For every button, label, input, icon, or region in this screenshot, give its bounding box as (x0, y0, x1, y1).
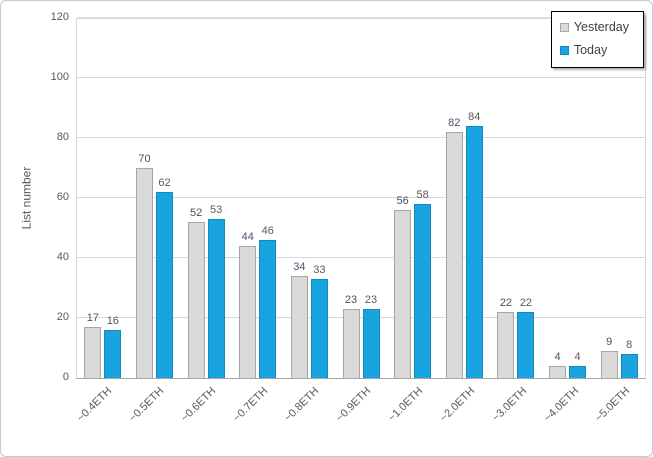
legend: Yesterday Today (550, 11, 644, 68)
bar-group: 34 33 (284, 19, 336, 378)
y-tick-label: 100 (50, 71, 69, 83)
bar-yesterday-~2.0ETH: 82 (445, 117, 463, 378)
bar-today-~0.6ETH: 53 (207, 204, 225, 378)
legend-swatch-yesterday (559, 22, 569, 32)
bar-yesterday-~0.6ETH: 52 (187, 207, 205, 378)
bar-yesterday-~0.5ETH: 70 (135, 153, 153, 378)
bar-group: 44 46 (232, 19, 284, 378)
bar-yesterday-~0.9ETH: 23 (342, 294, 360, 378)
gridline (77, 17, 645, 18)
bar-group: 56 58 (387, 19, 439, 378)
bar-today-~0.8ETH: 33 (310, 264, 328, 378)
x-axis-line (76, 378, 646, 379)
bar-today-~0.9ETH: 23 (362, 294, 380, 378)
bar-value-label: 33 (313, 264, 326, 276)
bar-value-label: 22 (519, 297, 533, 309)
legend-swatch-today (559, 45, 569, 55)
bar-group: 17 16 (77, 19, 129, 378)
bar-yesterday-~5.0ETH: 9 (600, 336, 618, 378)
bar-today-~3.0ETH: 22 (517, 297, 535, 378)
bar-value-label: 23 (364, 294, 378, 306)
y-tick-label: 60 (56, 191, 69, 203)
x-category-label-text: ~0.8ETH (282, 385, 322, 425)
bar-group: 23 23 (335, 19, 387, 378)
bar-value-label: 34 (293, 261, 306, 273)
bar-value-label: 52 (189, 207, 203, 219)
y-tick-label: 0 (62, 371, 69, 383)
x-category-label-text: ~0.9ETH (334, 385, 374, 425)
bar-value-label: 46 (261, 225, 274, 237)
bar-value-label: 62 (158, 177, 171, 189)
bar-yesterday-~3.0ETH: 22 (497, 297, 515, 378)
x-category-label-text: ~2.0ETH (437, 385, 478, 425)
gridline (77, 257, 645, 258)
x-category-label-text: ~0.6ETH (178, 385, 219, 425)
bar-value-label: 23 (344, 294, 358, 306)
bar-value-label: 17 (86, 312, 99, 324)
x-category-label-text: ~0.7ETH (230, 385, 270, 425)
bar-group: 70 62 (129, 19, 181, 378)
gridline (77, 77, 645, 78)
y-axis: 0 20 40 60 80 100 120 (1, 1, 69, 456)
bar-today-~0.5ETH: 62 (155, 177, 173, 378)
bar-today-~4.0ETH: 4 (569, 351, 587, 378)
bar-today-~5.0ETH: 8 (620, 339, 638, 378)
legend-label: Yesterday (573, 20, 629, 34)
bar-today-~2.0ETH: 84 (465, 111, 483, 378)
bar-today-~1.0ETH: 58 (414, 189, 432, 378)
y-tick-label: 80 (56, 131, 69, 143)
gridline (77, 137, 645, 138)
bar-value-label: 9 (606, 336, 613, 348)
bar-value-label: 4 (554, 351, 561, 363)
bar-value-label: 84 (468, 111, 481, 123)
bar-group: 22 22 (490, 19, 542, 378)
bar-yesterday-~0.8ETH: 34 (290, 261, 308, 378)
bar-yesterday-~0.7ETH: 44 (239, 231, 257, 378)
x-category-label-text: ~0.5ETH (126, 385, 167, 425)
bar-value-label: 44 (241, 231, 254, 243)
bars-row: 17 16 70 62 52 53 44 46 34 33 23 23 56 58 82 84 22 22 4 4 9 8 (77, 19, 645, 378)
bar-yesterday-~0.4ETH: 17 (84, 312, 102, 378)
legend-item-yesterday: Yesterday (559, 20, 629, 34)
bar-value-label: 53 (209, 204, 223, 216)
bar-value-label: 82 (448, 117, 461, 129)
x-category-label-text: ~4.0ETH (541, 385, 581, 425)
bar-value-label: 22 (499, 297, 513, 309)
bar-value-label: 8 (626, 339, 633, 351)
bar-group: 82 84 (438, 19, 490, 378)
x-category-label-text: ~3.0ETH (489, 385, 529, 425)
legend-item-today: Today (559, 43, 629, 57)
bar-today-~0.4ETH: 16 (104, 315, 122, 378)
bar-value-label: 16 (106, 315, 119, 327)
gridline (77, 317, 645, 318)
x-category-label-text: ~1.0ETH (385, 385, 426, 425)
bar-yesterday-~1.0ETH: 56 (394, 195, 412, 378)
plot-area: 17 16 70 62 52 53 44 46 34 33 23 23 56 58 82 84 22 22 4 4 9 8 (76, 17, 646, 378)
x-category-label-text: ~0.4ETH (74, 385, 115, 425)
bar-today-~0.7ETH: 46 (259, 225, 277, 378)
x-category-label-text: ~5.0ETH (593, 385, 633, 425)
bar-value-label: 70 (138, 153, 151, 165)
gridline (77, 197, 645, 198)
bar-value-label: 56 (396, 195, 409, 207)
bar-group: 52 53 (180, 19, 232, 378)
bar-yesterday-~4.0ETH: 4 (549, 351, 567, 378)
y-tick-label: 40 (56, 251, 69, 263)
bar-value-label: 58 (416, 189, 429, 201)
y-tick-label: 20 (56, 311, 69, 323)
y-tick-label: 120 (50, 11, 69, 23)
legend-label: Today (573, 43, 608, 57)
bar-value-label: 4 (574, 351, 581, 363)
